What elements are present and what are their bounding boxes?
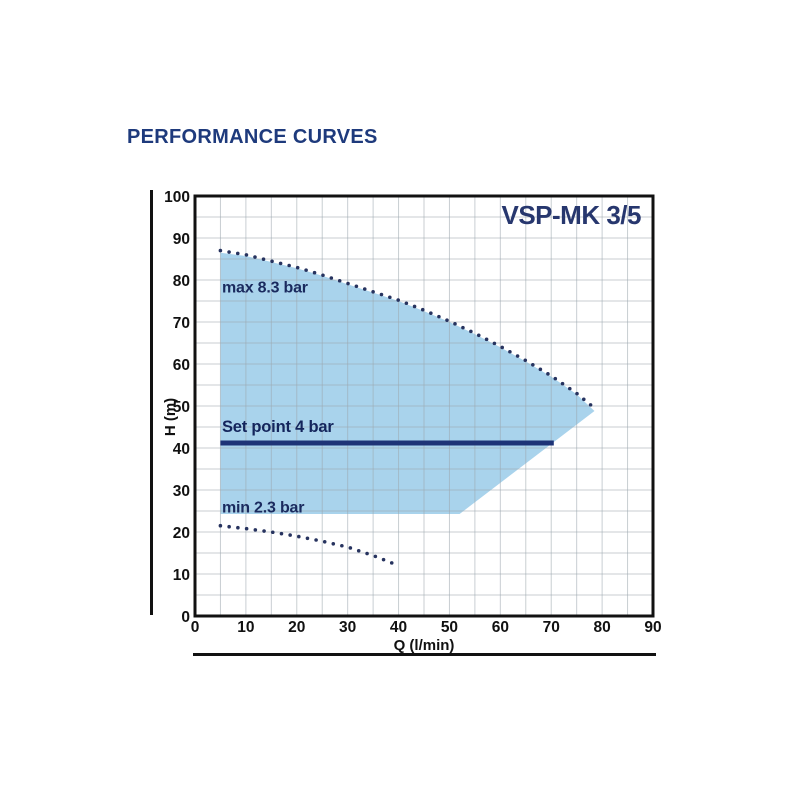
y-tick-label: 100 — [164, 189, 190, 206]
bottom-rule — [193, 653, 656, 656]
y-tick-label: 10 — [173, 567, 190, 584]
y-tick-label: 90 — [173, 231, 190, 248]
min-curve-label: min 2.3 bar — [222, 500, 304, 517]
operating-range-fill — [220, 252, 595, 514]
x-tick-label: 10 — [237, 619, 254, 636]
x-tick-label: 80 — [593, 619, 610, 636]
x-tick-label: 30 — [339, 619, 356, 636]
y-tick-label: 30 — [173, 483, 190, 500]
grid-group — [195, 196, 653, 616]
y-axis-title: H (m) — [162, 398, 179, 436]
x-tick-label: 70 — [543, 619, 560, 636]
x-tick-label: 60 — [492, 619, 509, 636]
x-tick-label: 40 — [390, 619, 407, 636]
y-tick-label: 40 — [173, 441, 190, 458]
x-tick-label: 20 — [288, 619, 305, 636]
y-tick-label: 0 — [181, 609, 190, 626]
y-tick-label: 70 — [173, 315, 190, 332]
y-tick-label: 50 — [173, 399, 190, 416]
y-tick-label: 60 — [173, 357, 190, 374]
x-tick-label: 0 — [191, 619, 200, 636]
envelope-fill-group — [220, 252, 595, 514]
series-group — [218, 248, 599, 568]
tick-label-group: 0 10 20 30 40 50 60 70 80 90 0 10 20 30 40 50 60 70 80 90 10… — [164, 189, 662, 636]
x-tick-label: 90 — [644, 619, 661, 636]
y-tick-label: 20 — [173, 525, 190, 542]
x-tick-label: 50 — [441, 619, 458, 636]
left-rule — [150, 190, 153, 615]
plot-frame — [193, 194, 655, 618]
page-title: PERFORMANCE CURVES — [127, 126, 378, 148]
annotation-group: max 8.3 bar Set point 4 bar min 2.3 bar — [222, 280, 335, 517]
x-axis-title: Q (l/min) — [394, 637, 455, 654]
max-curve-label: max 8.3 bar — [222, 280, 308, 297]
model-label: VSP-MK 3/5 — [502, 200, 642, 230]
y-tick-label: 80 — [173, 273, 190, 290]
setpoint-label: Set point 4 bar — [222, 418, 334, 436]
